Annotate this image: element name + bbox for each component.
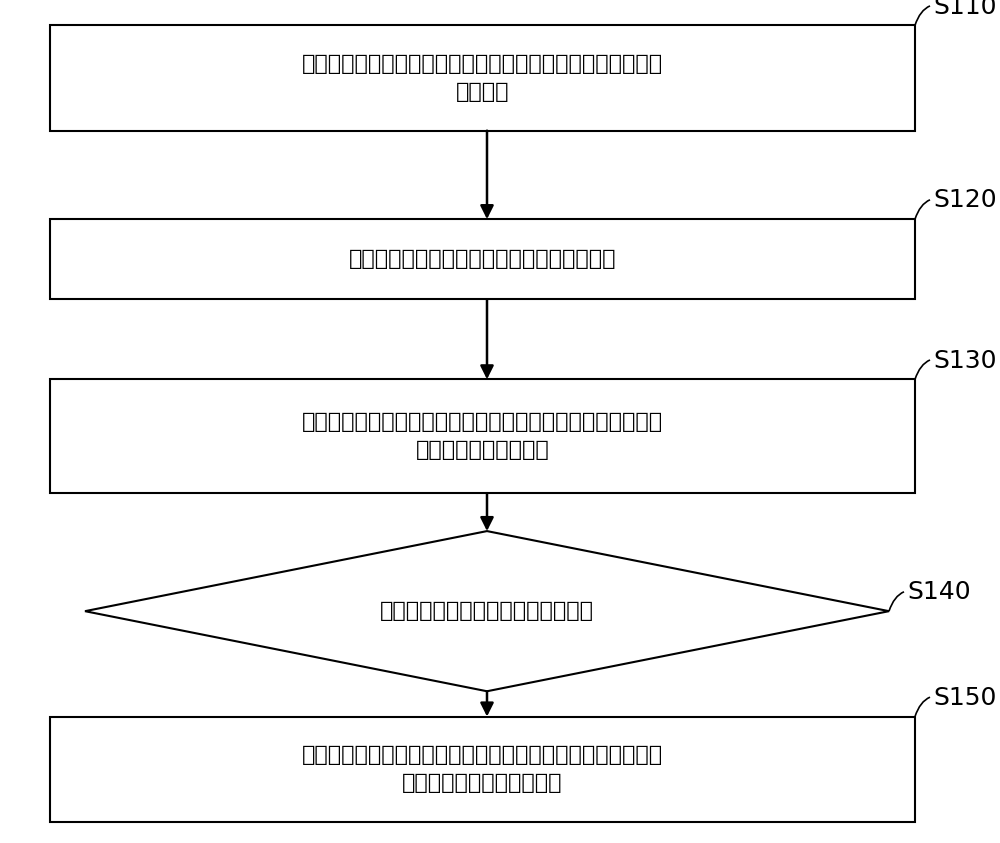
FancyBboxPatch shape <box>50 25 915 131</box>
Text: S130: S130 <box>933 349 996 373</box>
Text: S140: S140 <box>907 581 971 604</box>
Text: 获取热水器风机的转速区间，并在转速区间提取预设个数的目
标转速值: 获取热水器风机的转速区间，并在转速区间提取预设个数的目 标转速值 <box>302 54 663 102</box>
Text: 检测到热水器风机的转速处于稳定状态时，分别读取各目标转
速值对应的风压压力值: 检测到热水器风机的转速处于稳定状态时，分别读取各目标转 速值对应的风压压力值 <box>302 412 663 460</box>
FancyBboxPatch shape <box>50 717 915 822</box>
Text: 指示热水器风机分别以各目标转速值进行转动: 指示热水器风机分别以各目标转速值进行转动 <box>349 250 616 269</box>
Text: S150: S150 <box>933 686 996 710</box>
FancyBboxPatch shape <box>50 219 915 299</box>
Polygon shape <box>85 531 889 691</box>
FancyBboxPatch shape <box>50 379 915 493</box>
Text: S120: S120 <box>933 189 997 212</box>
Text: 判断各风压压力值中是否存在无效值: 判断各风压压力值中是否存在无效值 <box>380 601 594 621</box>
Text: S110: S110 <box>933 0 996 19</box>
Text: 若判断的结果为否，则根据各目标转速值对应的风压压力值，
得到热水器的记忆风压阀值: 若判断的结果为否，则根据各目标转速值对应的风压压力值， 得到热水器的记忆风压阀值 <box>302 745 663 793</box>
